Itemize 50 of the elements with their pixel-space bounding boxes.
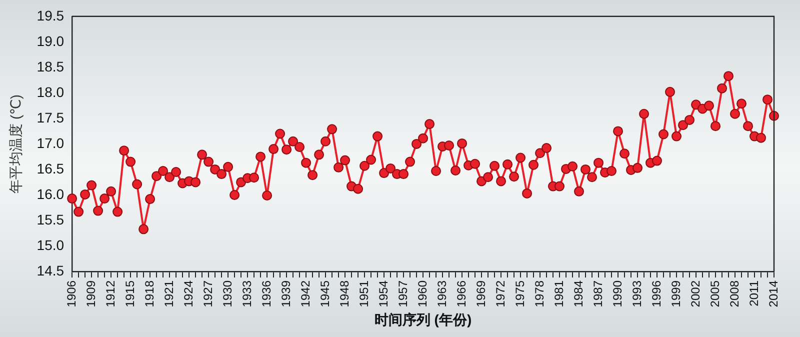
x-tick-label: 1936: [259, 280, 274, 308]
y-tick-label: 17.5: [36, 109, 64, 126]
y-tick-label: 16.5: [36, 160, 64, 176]
x-tick-label: 2008: [727, 280, 742, 308]
x-tick-label: 1957: [396, 280, 410, 308]
y-tick-label: 15.5: [36, 211, 64, 228]
x-tick-label: 1960: [415, 280, 430, 308]
x-tick-label: 1948: [337, 280, 352, 308]
y-tick-label: 15.0: [36, 236, 64, 253]
x-tick-label: 2002: [688, 280, 702, 308]
y-tick-label: 19.0: [36, 32, 64, 49]
x-tick-label: 1963: [434, 280, 449, 308]
x-tick-label: 1924: [181, 280, 196, 308]
x-tick-label: 1966: [454, 280, 468, 308]
x-tick-label: 1930: [220, 280, 234, 308]
x-tick-label: 2014: [766, 280, 780, 308]
x-tick-label: 2005: [708, 280, 722, 308]
x-tick-label: 1915: [122, 280, 137, 308]
x-tick-label: 1993: [630, 280, 644, 308]
x-tick-label: 1996: [649, 280, 664, 308]
y-tick-label: 19.5: [36, 7, 64, 24]
y-tick-label: 17.0: [36, 134, 64, 151]
x-tick-label: 1918: [142, 280, 156, 308]
x-tick-label: 1981: [552, 280, 566, 308]
y-tick-label: 14.5: [36, 262, 64, 278]
x-tick-label: 1969: [474, 280, 488, 308]
x-tick-label: 1999: [668, 280, 683, 308]
x-tick-label: 1990: [610, 280, 624, 308]
x-tick-label: 1951: [356, 280, 371, 308]
x-tick-label: 1906: [64, 280, 78, 308]
x-tick-label: 1927: [200, 280, 215, 308]
x-tick-label: 1942: [298, 280, 312, 308]
y-tick-label: 18.0: [36, 84, 64, 100]
x-tick-label: 1975: [512, 280, 527, 308]
x-tick-label: 1945: [318, 280, 332, 308]
x-tick-label: 1972: [493, 280, 508, 308]
x-tick-label: 1954: [376, 280, 390, 308]
x-tick-label: 1978: [532, 280, 546, 308]
y-axis-title: 年平均温度 (℃): [7, 94, 24, 194]
x-tick-label: 1939: [278, 280, 293, 308]
x-tick-label: 1921: [162, 280, 176, 308]
y-tick-label: 18.5: [36, 58, 64, 74]
x-tick-label: 1912: [103, 280, 118, 308]
y-tick-label: 16.0: [36, 186, 64, 202]
x-tick-label: 1984: [571, 280, 586, 308]
x-tick-label: 2011: [746, 280, 761, 306]
x-tick-label: 1933: [240, 280, 254, 308]
x-tick-label: 1909: [84, 280, 98, 308]
x-tick-label: 1987: [590, 280, 605, 308]
x-axis-title: 时间序列 (年份): [374, 311, 472, 328]
